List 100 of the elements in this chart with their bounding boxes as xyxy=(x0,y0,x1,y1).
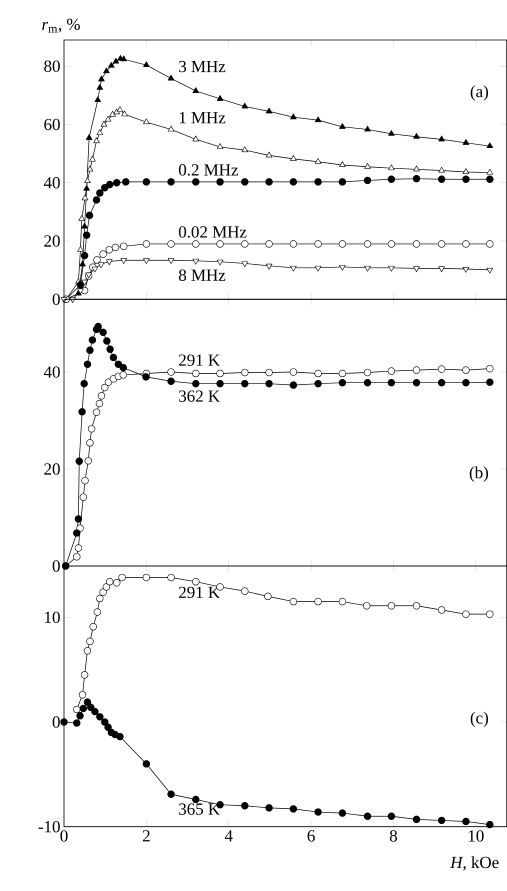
point xyxy=(168,126,174,132)
point xyxy=(364,812,372,820)
point xyxy=(241,587,248,595)
series-label: 8 MHz xyxy=(178,269,226,281)
y-tick-label: 40 xyxy=(44,177,60,188)
point xyxy=(167,368,175,376)
point xyxy=(80,671,88,679)
point xyxy=(412,602,420,610)
point xyxy=(438,365,446,373)
point xyxy=(113,108,120,114)
point xyxy=(78,408,86,416)
point xyxy=(142,240,150,248)
series-label: 0.2 MHz xyxy=(178,164,238,176)
y-tick-label: 80 xyxy=(44,60,60,72)
point xyxy=(388,176,396,183)
point xyxy=(93,137,100,144)
point xyxy=(103,67,110,74)
point xyxy=(314,266,322,272)
y-axis-title: r$_{m}$, % xyxy=(42,18,80,32)
point xyxy=(116,732,124,740)
point xyxy=(143,118,150,124)
point xyxy=(486,610,494,618)
point xyxy=(74,515,82,523)
point xyxy=(314,240,322,248)
point xyxy=(118,574,126,582)
point xyxy=(388,367,396,375)
point xyxy=(167,178,175,186)
point xyxy=(81,222,88,228)
point xyxy=(241,380,248,388)
point xyxy=(73,553,80,560)
point xyxy=(216,95,224,101)
point xyxy=(101,718,108,726)
point xyxy=(438,266,445,272)
point xyxy=(388,379,396,386)
point xyxy=(87,704,94,712)
point xyxy=(438,166,445,173)
series-label: 1 MHz xyxy=(180,112,226,124)
point xyxy=(462,818,470,826)
point xyxy=(462,168,470,174)
series-label: 362 K xyxy=(179,390,220,402)
point xyxy=(122,178,130,186)
point xyxy=(486,378,494,386)
point xyxy=(364,240,372,248)
y-tick-label: 0 xyxy=(52,716,60,728)
point xyxy=(112,244,120,252)
point xyxy=(113,179,120,186)
point xyxy=(82,194,88,200)
point xyxy=(462,610,470,618)
point xyxy=(81,280,88,286)
point xyxy=(106,180,114,188)
point xyxy=(388,266,395,272)
point xyxy=(76,281,84,288)
y-tick-label: 20 xyxy=(44,235,60,247)
point xyxy=(462,139,470,145)
point xyxy=(83,184,90,191)
point xyxy=(88,425,96,432)
point xyxy=(112,58,120,64)
point xyxy=(438,176,446,183)
x-tick-label: 8 xyxy=(390,830,398,842)
point xyxy=(78,215,85,221)
point xyxy=(84,647,92,655)
point xyxy=(84,698,92,706)
point xyxy=(216,380,224,388)
point xyxy=(104,116,112,122)
point xyxy=(109,110,116,117)
point xyxy=(86,166,94,172)
point xyxy=(120,56,127,62)
point xyxy=(93,256,101,264)
point xyxy=(96,594,104,602)
point xyxy=(241,368,248,376)
point xyxy=(192,258,200,265)
point xyxy=(121,110,128,116)
point xyxy=(438,379,446,386)
point xyxy=(438,136,445,142)
point xyxy=(73,529,80,537)
point xyxy=(92,408,100,416)
point xyxy=(80,252,88,260)
point xyxy=(192,380,200,388)
point xyxy=(242,102,248,108)
point xyxy=(120,242,128,250)
point xyxy=(314,158,322,164)
point xyxy=(84,457,92,464)
point xyxy=(94,608,102,616)
point xyxy=(60,718,68,726)
series-label: 0.02 MHz xyxy=(178,226,246,238)
point xyxy=(142,178,150,186)
point xyxy=(216,370,224,378)
point xyxy=(413,133,420,139)
point xyxy=(290,240,298,248)
point xyxy=(388,602,396,610)
point xyxy=(77,246,84,252)
point xyxy=(101,384,108,392)
point xyxy=(92,266,98,272)
point xyxy=(78,691,86,698)
point xyxy=(167,378,175,385)
point xyxy=(74,544,82,552)
point xyxy=(388,130,395,136)
point xyxy=(108,62,115,68)
x-tick-label: 6 xyxy=(308,830,315,842)
point xyxy=(99,250,107,258)
